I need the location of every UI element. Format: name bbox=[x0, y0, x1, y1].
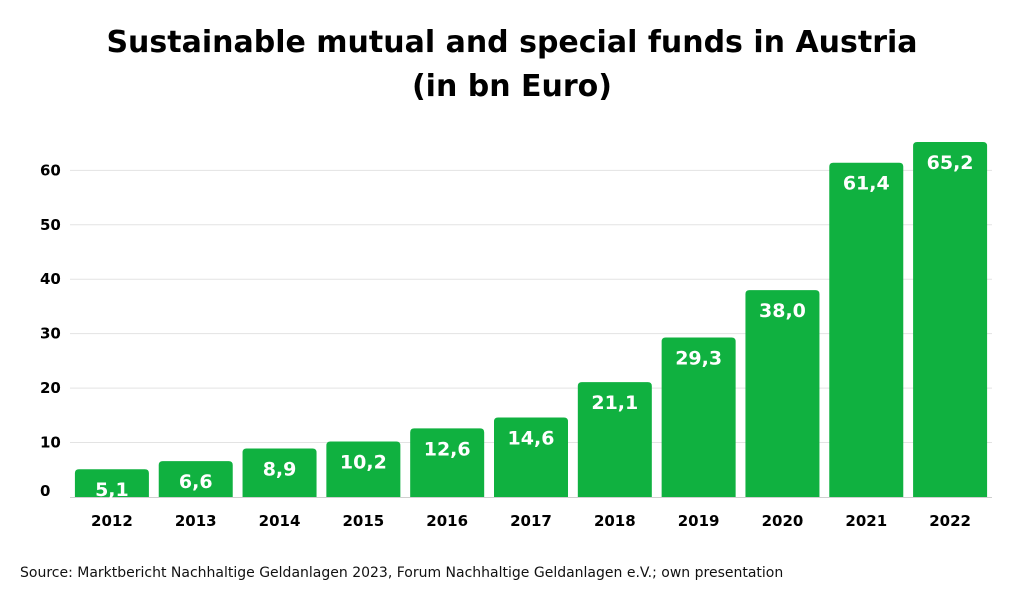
bar-2017 bbox=[494, 417, 568, 497]
x-tick-label: 2021 bbox=[845, 512, 887, 530]
bar-2014 bbox=[242, 448, 317, 497]
y-tick-label: 0 bbox=[40, 482, 50, 500]
x-tick-label: 2018 bbox=[594, 512, 636, 530]
bar-2018 bbox=[577, 382, 652, 497]
y-tick-label: 60 bbox=[40, 161, 61, 179]
chart-title-line-1: Sustainable mutual and special funds in … bbox=[106, 25, 918, 60]
bar-2013 bbox=[158, 461, 233, 497]
x-tick-label: 2016 bbox=[426, 512, 468, 530]
x-tick-label: 2020 bbox=[762, 512, 804, 530]
x-tick-label: 2014 bbox=[259, 512, 301, 530]
bar-2021 bbox=[829, 162, 904, 497]
x-tick-label: 2015 bbox=[342, 512, 384, 530]
x-tick-label: 2012 bbox=[91, 512, 133, 530]
x-tick-label: 2019 bbox=[678, 512, 720, 530]
bar-value-label: 8,9 bbox=[263, 459, 297, 481]
bar-value-label: 21,1 bbox=[591, 392, 638, 414]
bar-value-label: 12,6 bbox=[424, 438, 471, 460]
bar-value-label: 5,1 bbox=[95, 479, 129, 501]
bar-2012 bbox=[74, 469, 149, 497]
source-note: Source: Marktbericht Nachhaltige Geldanl… bbox=[20, 565, 784, 581]
x-axis-ticks: 2012 2013 2014 2015 2016 2017 2018 2019 2020 2021… bbox=[91, 512, 971, 530]
bar-2016 bbox=[410, 428, 485, 497]
bars: 5,1 6,6 8,9 10,2 12,6 14,6 21,1 29,3 38,0 61,4 65,… bbox=[74, 142, 988, 501]
y-tick-label: 10 bbox=[40, 434, 61, 452]
y-tick-label: 20 bbox=[40, 379, 61, 397]
y-tick-label: 40 bbox=[40, 270, 61, 288]
x-tick-label: 2017 bbox=[510, 512, 552, 530]
bar-2015 bbox=[326, 441, 401, 497]
bar-2020 bbox=[745, 290, 820, 497]
y-tick-label: 50 bbox=[40, 216, 61, 234]
bar-value-label: 65,2 bbox=[927, 152, 974, 174]
bar-value-label: 6,6 bbox=[179, 471, 213, 493]
y-axis-ticks: 0 10 20 30 40 50 60 bbox=[40, 161, 61, 500]
bar-value-label: 14,6 bbox=[508, 428, 555, 450]
x-tick-label: 2013 bbox=[175, 512, 217, 530]
y-tick-label: 30 bbox=[40, 325, 61, 343]
bar-value-label: 10,2 bbox=[340, 451, 387, 473]
bar-2019 bbox=[661, 337, 736, 497]
bar-value-label: 29,3 bbox=[675, 347, 722, 369]
chart-title-line-2: (in bn Euro) bbox=[411, 69, 613, 104]
bar-value-label: 38,0 bbox=[759, 300, 806, 322]
bar-value-label: 61,4 bbox=[843, 173, 890, 195]
bar-2022 bbox=[913, 142, 988, 497]
x-tick-label: 2022 bbox=[929, 512, 971, 530]
